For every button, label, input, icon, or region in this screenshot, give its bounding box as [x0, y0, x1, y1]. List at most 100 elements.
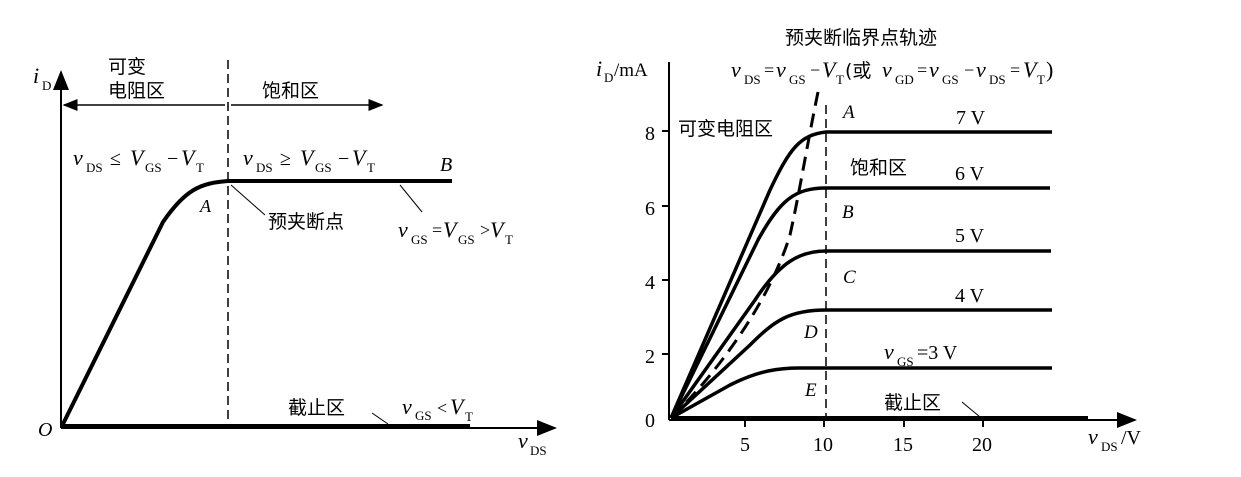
- left-vgs-leader: [399, 184, 423, 213]
- svg-text:T: T: [836, 72, 844, 87]
- left-region-saturation: 饱和区: [262, 80, 319, 102]
- svg-text:≤: ≤: [110, 148, 121, 170]
- svg-text:v: v: [929, 57, 939, 82]
- svg-text:v: v: [882, 57, 892, 82]
- svg-text:v: v: [402, 394, 412, 419]
- left-cutoff-condition: v GS < V T: [402, 394, 473, 424]
- right-region-cutoff: 截止区: [884, 392, 941, 414]
- svg-text:GS: GS: [315, 160, 332, 175]
- right-point-c: C: [843, 267, 856, 288]
- svg-text:GS: GS: [897, 354, 914, 369]
- svg-text:V: V: [443, 217, 459, 242]
- right-region-ohmic: 可变电阻区: [678, 118, 773, 140]
- left-y-label: i: [33, 63, 39, 88]
- right-x-tick-15: 15: [893, 434, 913, 456]
- right-y-ticks: [662, 130, 669, 355]
- right-x-tick-20: 20: [972, 434, 992, 456]
- svg-text:D: D: [604, 70, 613, 85]
- right-pinchoff-locus: [669, 91, 820, 420]
- right-point-a: A: [841, 102, 855, 123]
- svg-text:V: V: [181, 145, 197, 170]
- left-cutoff-leader: [371, 412, 389, 425]
- right-label-5v: 5 V: [955, 225, 985, 247]
- svg-text:T: T: [196, 160, 204, 175]
- svg-text:T: T: [1037, 72, 1045, 87]
- svg-text:/V: /V: [1121, 427, 1142, 449]
- svg-text:GS: GS: [789, 72, 806, 87]
- svg-text:DS: DS: [256, 160, 273, 175]
- right-label-3v: v GS =3 V: [884, 339, 958, 369]
- right-curve-vgs-7v: [669, 130, 1052, 419]
- svg-text:v: v: [243, 145, 253, 170]
- svg-text:T: T: [367, 160, 375, 175]
- left-curve-vgs-above-vt: [60, 179, 452, 427]
- svg-text:V: V: [1023, 57, 1039, 82]
- svg-text:GD: GD: [895, 72, 914, 87]
- svg-text:V: V: [822, 57, 838, 82]
- svg-text:<: <: [437, 398, 447, 418]
- svg-text:V: V: [490, 217, 506, 242]
- svg-text:=: =: [917, 60, 927, 80]
- svg-text:): ): [1046, 57, 1053, 82]
- svg-text:=: =: [432, 220, 442, 240]
- right-y-tick-0: 0: [645, 410, 655, 432]
- left-vgs-label: v GS = V GS > V T: [398, 217, 513, 247]
- svg-text:−: −: [810, 60, 820, 80]
- left-y-label-sub: D: [42, 78, 51, 93]
- svg-text:GS: GS: [411, 232, 428, 247]
- svg-text:v: v: [884, 339, 894, 364]
- left-origin-label: O: [38, 419, 52, 441]
- svg-text:DS: DS: [86, 160, 103, 175]
- right-curve-vgs-6v: [669, 186, 1050, 419]
- left-pinchoff-leader: [230, 184, 266, 216]
- right-chart: 预夹断临界点轨迹 v DS = v GS − V T (或 v GD = v G…: [596, 27, 1142, 456]
- svg-text:/mA: /mA: [614, 60, 648, 81]
- right-chart-subtitle: v DS = v GS − V T (或 v GD = v GS − v DS …: [731, 57, 1053, 87]
- right-point-d: D: [803, 322, 818, 343]
- left-condition-saturation: v DS ≥ V GS − V T: [243, 145, 375, 175]
- svg-text:GS: GS: [458, 232, 475, 247]
- svg-text:GS: GS: [942, 72, 959, 87]
- left-x-label-sub: DS: [530, 443, 547, 458]
- left-condition-ohmic: v DS ≤ V GS − V T: [73, 145, 204, 175]
- svg-text:≥: ≥: [280, 148, 291, 170]
- right-label-7v: 7 V: [956, 107, 986, 129]
- right-curve-vgs-3v: [670, 366, 1052, 420]
- right-point-b: B: [842, 202, 854, 223]
- svg-text:V: V: [450, 394, 466, 419]
- svg-text:=: =: [764, 60, 774, 80]
- svg-text:DS: DS: [744, 72, 761, 87]
- svg-text:v: v: [976, 57, 986, 82]
- left-x-label: v: [518, 428, 528, 453]
- right-region-saturation: 饱和区: [850, 157, 907, 179]
- svg-text:=3 V: =3 V: [917, 342, 958, 364]
- right-curve-vgs-5v: [669, 249, 1051, 420]
- svg-text:(或: (或: [845, 60, 871, 82]
- svg-text:v: v: [73, 145, 83, 170]
- svg-text:T: T: [505, 232, 513, 247]
- svg-text:V: V: [300, 145, 316, 170]
- svg-text:V: V: [352, 145, 368, 170]
- right-x-label: v DS /V: [1088, 424, 1142, 454]
- svg-text:GS: GS: [145, 160, 162, 175]
- svg-text:>: >: [480, 220, 490, 240]
- svg-text:V: V: [130, 145, 146, 170]
- right-curve-vgs-4v: [669, 308, 1052, 420]
- svg-text:v: v: [731, 57, 741, 82]
- right-y-tick-2: 2: [645, 346, 655, 368]
- right-point-e: E: [804, 380, 817, 401]
- svg-text:v: v: [398, 217, 408, 242]
- left-cutoff-label: 截止区: [288, 397, 345, 419]
- svg-text:=: =: [1010, 60, 1020, 80]
- svg-text:−: −: [338, 148, 349, 170]
- right-x-tick-10: 10: [813, 434, 833, 456]
- svg-text:DS: DS: [989, 72, 1006, 87]
- right-y-tick-6: 6: [645, 198, 655, 220]
- svg-text:i: i: [596, 56, 602, 81]
- right-label-6v: 6 V: [955, 163, 985, 185]
- svg-text:DS: DS: [1101, 439, 1118, 454]
- svg-text:−: −: [964, 60, 974, 80]
- right-x-tick-5: 5: [740, 434, 750, 456]
- left-chart: i D O v DS 可变 电阻区 饱和区 v DS ≤ V GS − V T …: [33, 56, 557, 458]
- right-chart-title: 预夹断临界点轨迹: [785, 27, 937, 49]
